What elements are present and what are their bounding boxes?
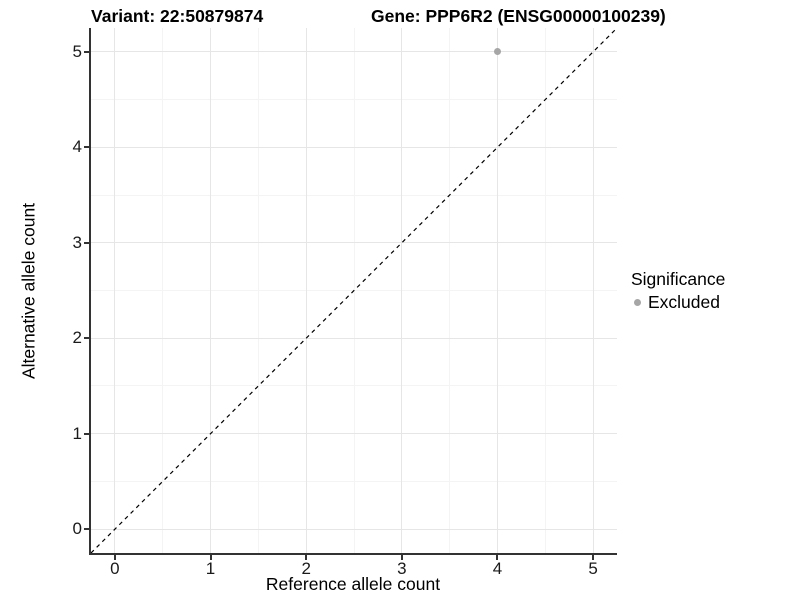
legend-item: Excluded — [630, 292, 725, 312]
y-tick-mark — [84, 146, 89, 149]
y-major-gridline — [91, 337, 617, 339]
data-point — [493, 48, 501, 56]
x-major-gridline — [401, 28, 403, 553]
x-tick-mark — [305, 555, 308, 560]
legend: Significance Excluded — [630, 269, 725, 312]
legend-title: Significance — [631, 269, 726, 289]
x-major-gridline — [210, 28, 212, 553]
x-tick-mark — [496, 555, 499, 560]
y-tick-mark — [84, 50, 89, 53]
y-tick-label: 4 — [72, 137, 82, 157]
legend-point-icon — [634, 298, 641, 306]
x-axis-title: Reference allele count — [265, 574, 441, 594]
plot-panel — [89, 28, 617, 555]
identity-line-layer — [91, 28, 617, 553]
plot-title-gene: Gene: PPP6R2 (ENSG00000100239) — [371, 6, 666, 26]
x-tick-label: 0 — [110, 559, 120, 578]
plot-title-variant: Variant: 22:50879874 — [91, 6, 264, 26]
y-tick-label: 3 — [72, 232, 82, 252]
y-tick-label: 0 — [72, 519, 82, 539]
y-major-gridline — [91, 146, 617, 148]
x-major-gridline — [114, 28, 116, 553]
x-major-gridline — [496, 28, 498, 553]
y-major-gridline — [91, 528, 617, 530]
x-tick-label: 5 — [588, 559, 598, 578]
identity-line — [91, 28, 617, 553]
y-tick-label: 1 — [72, 423, 82, 443]
x-tick-label: 4 — [492, 559, 503, 578]
y-minor-gridline — [91, 99, 617, 101]
y-tick-label: 5 — [72, 41, 82, 61]
y-minor-gridline — [91, 385, 617, 387]
legend-item-label: Excluded — [648, 292, 720, 312]
y-tick-label: 2 — [72, 328, 82, 348]
y-minor-gridline — [91, 480, 617, 482]
y-major-gridline — [91, 433, 617, 435]
y-minor-gridline — [91, 194, 617, 196]
x-tick-label: 3 — [397, 559, 407, 578]
y-tick-mark — [84, 337, 89, 340]
y-major-gridline — [91, 242, 617, 244]
x-major-gridline — [592, 28, 594, 553]
y-tick-mark — [84, 528, 89, 531]
y-major-gridline — [91, 51, 617, 53]
x-tick-label: 1 — [205, 559, 216, 578]
y-tick-mark — [84, 241, 89, 244]
x-tick-mark — [400, 555, 403, 560]
x-tick-mark — [592, 555, 595, 560]
x-major-gridline — [305, 28, 307, 553]
y-tick-mark — [84, 432, 89, 435]
x-tick-label: 2 — [301, 559, 311, 578]
x-tick-mark — [113, 555, 116, 560]
y-axis-title: Alternative allele count — [18, 202, 39, 380]
x-tick-mark — [209, 555, 212, 560]
